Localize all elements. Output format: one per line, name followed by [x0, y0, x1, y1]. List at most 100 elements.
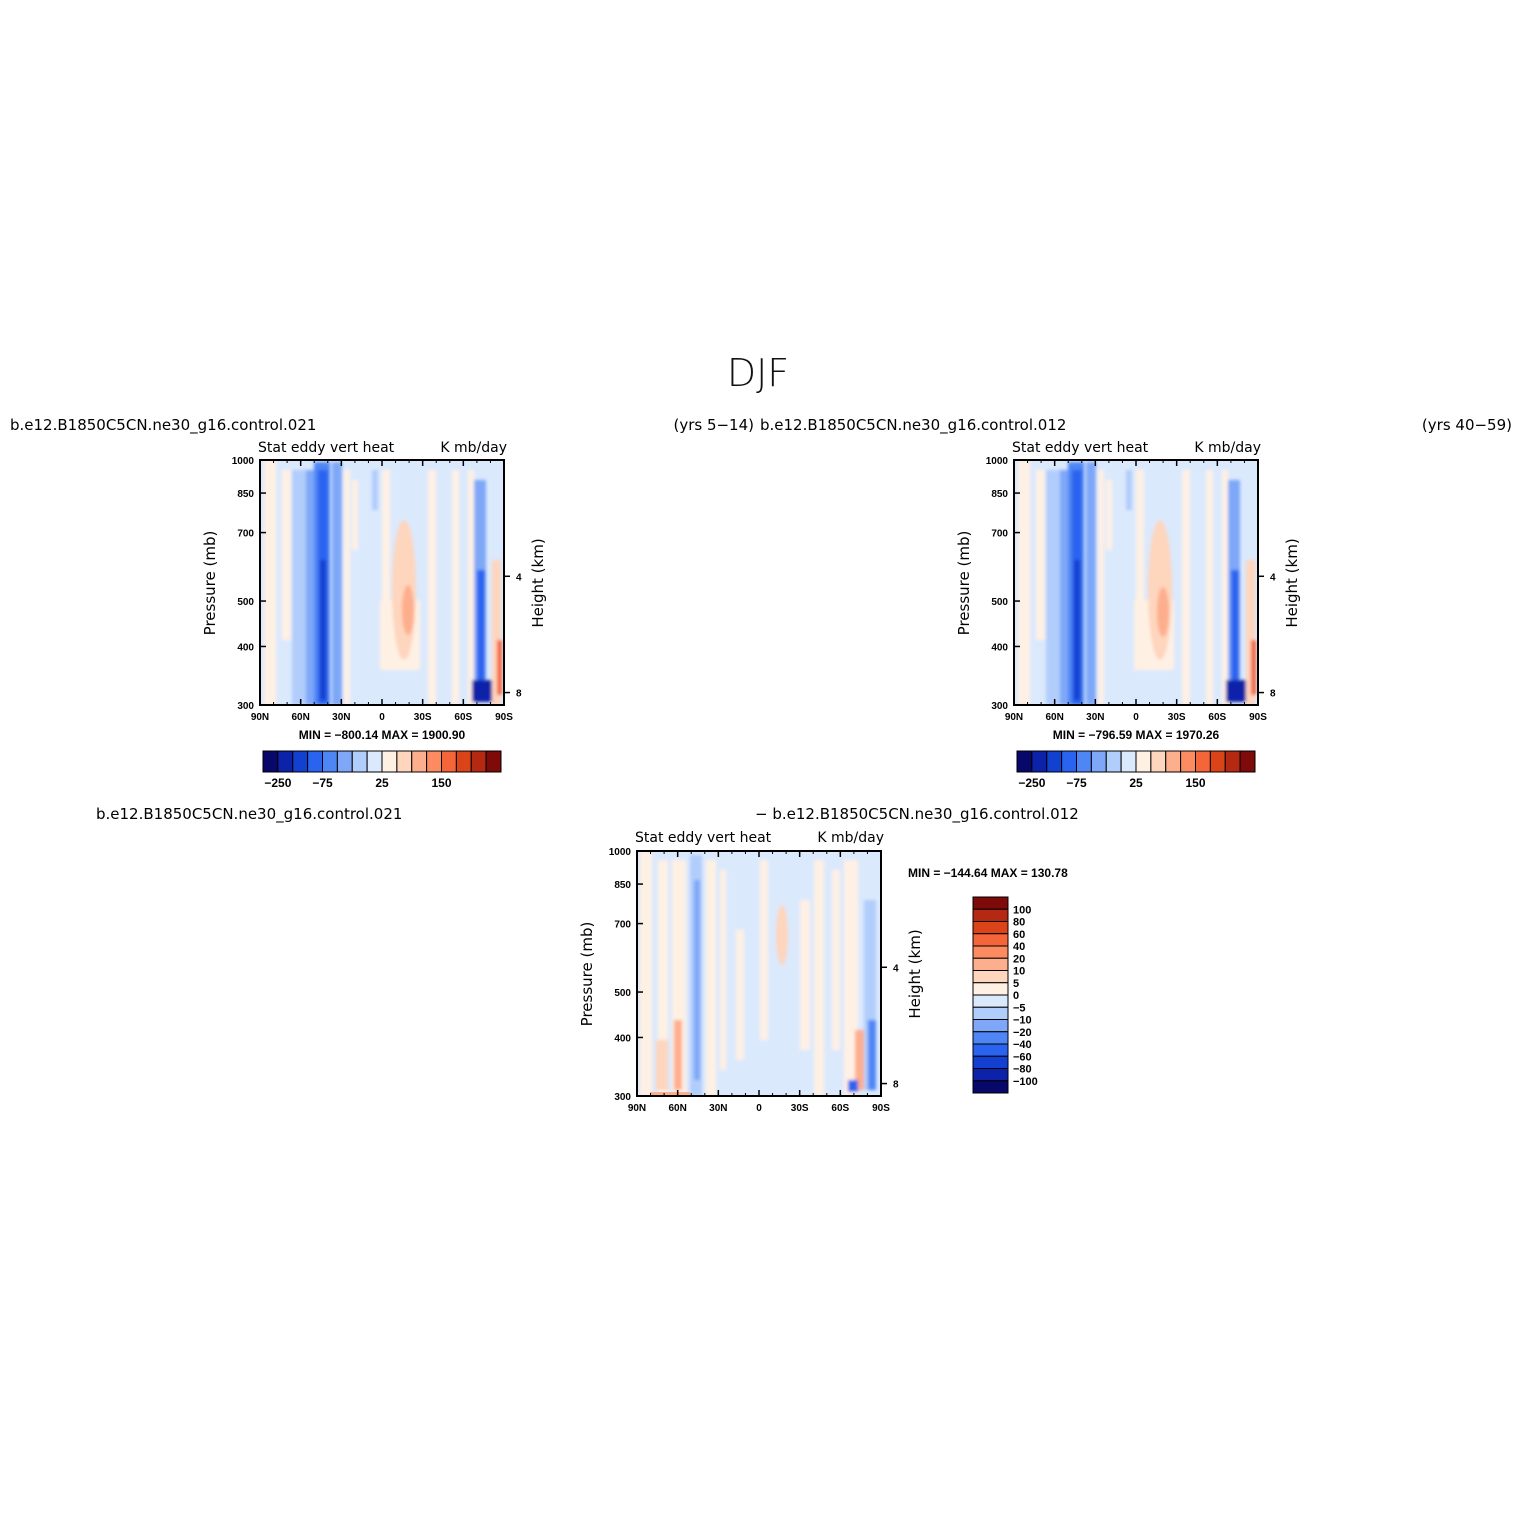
panel-c-x-tick-label: 0 [756, 1103, 762, 1114]
panel-a-y-tick-label: 850 [237, 489, 254, 500]
panel-c-case-a: b.e12.B1850C5CN.ne30_g16.control.021 [96, 805, 402, 824]
panel-b-colorbar-box [1135, 750, 1152, 773]
panel-c-x-tick-label: 30N [709, 1103, 727, 1114]
panel-c-colorbar-box [972, 957, 1009, 971]
panel-b-case-name: b.e12.B1850C5CN.ne30_g16.control.012 [760, 416, 1066, 435]
panel-c-colorbar-label: 40 [1013, 941, 1025, 953]
panel-b: Stat eddy vert heat K mb/day [955, 440, 1301, 790]
panel-c-colorbar-label: −60 [1013, 1051, 1032, 1063]
panel-c-ylabel-right: Height (km) [906, 929, 924, 1018]
panel-a-y-tick-label: 700 [237, 529, 254, 540]
panel-c-case-b: − b.e12.B1850C5CN.ne30_g16.control.012 [755, 805, 1079, 824]
panel-a-case-name: b.e12.B1850C5CN.ne30_g16.control.021 [10, 416, 316, 435]
panel-c-height-tick-label: 4 [893, 963, 899, 974]
panel-b-height-tick-label: 8 [1270, 689, 1276, 700]
panel-a-colorbar-label: 150 [431, 776, 451, 790]
panel-a-y-tick-label: 500 [237, 597, 254, 608]
panel-a-colorbar-box [292, 750, 309, 773]
panel-a-colorbar-box [455, 750, 472, 773]
panel-a-x-tick-label: 60S [454, 712, 472, 723]
panel-c-y-tick-label: 700 [614, 920, 631, 931]
panel-b-colorbar-box [1016, 750, 1033, 773]
panel-c-colorbar-label: −5 [1013, 1002, 1026, 1014]
panel-c-ylabel: Pressure (mb) [578, 922, 596, 1027]
panel-b-colorbar-box [1090, 750, 1107, 773]
panel-c-colorbar-label: −100 [1013, 1076, 1038, 1088]
panel-b-x-tick-label: 60N [1045, 712, 1063, 723]
panel-c-colorbar-label: −80 [1013, 1064, 1032, 1076]
panel-b-colorbar-box [1046, 750, 1063, 773]
panel-c-x-tick-label: 30S [791, 1103, 809, 1114]
panel-b-x-tick-label: 30N [1086, 712, 1104, 723]
panel-b-colorbar-box [1180, 750, 1196, 773]
panel-a-ylabel: Pressure (mb) [201, 531, 219, 636]
panel-b-colorbar-box [1061, 750, 1077, 773]
panel-a-colorbar-box [426, 750, 442, 773]
panel-c-colorbar-label: 0 [1013, 990, 1019, 1002]
panel-b-colorbar-box [1120, 750, 1137, 773]
panel-a-colorbar-box [381, 750, 398, 773]
panel-b-y-tick-label: 300 [991, 701, 1008, 712]
panel-b-colorbar-box [1105, 750, 1122, 773]
panel-c-x-tick-label: 60S [831, 1103, 849, 1114]
panel-b-y-tick-label: 850 [991, 489, 1008, 500]
panel-b-y-tick-label: 700 [991, 529, 1008, 540]
panel-c-y-tick-label: 1000 [609, 847, 632, 858]
panel-b-colorbar-box [1224, 750, 1241, 773]
panel-b-height-tick-label: 4 [1270, 572, 1276, 583]
panel-a-x-tick-label: 90N [251, 712, 269, 723]
panel-a-x-tick-label: 60N [291, 712, 309, 723]
panel-a-colorbar-box [411, 750, 428, 773]
panel-c-colorbar-box [972, 1068, 1009, 1082]
panel-a: Stat eddy vert heat K mb/day [201, 440, 547, 790]
panel-b-x-tick-label: 30S [1168, 712, 1186, 723]
panel-c-colorbar-box [972, 908, 1009, 922]
panel-c-height-tick-label: 8 [893, 1080, 899, 1091]
panel-b-field [1014, 460, 1258, 705]
panel-c-colorbar-label: 20 [1013, 953, 1025, 965]
panel-a-y-tick-label: 1000 [232, 456, 255, 467]
panel-a-colorbar-box [322, 750, 338, 773]
panel-b-colorbar-label: 25 [1129, 776, 1143, 790]
panel-c-colorbar-box [972, 896, 1009, 910]
panel-c-colorbar-box [972, 1080, 1009, 1094]
panel-a-colorbar-box [336, 750, 353, 773]
panel-c-colorbar-box [972, 933, 1009, 947]
panel-a-colorbar-label: 25 [375, 776, 389, 790]
panel-a-colorbar-box [262, 750, 279, 773]
panel-a-units-label: K mb/day [440, 440, 507, 456]
panel-a-y-tick-label: 400 [237, 642, 254, 653]
panel-c-y-tick-label: 400 [614, 1033, 631, 1044]
panel-b-colorbar-box [1076, 750, 1092, 773]
panel-c-colorbar-box [972, 994, 1009, 1008]
panel-a-colorbar-box [470, 750, 487, 773]
panel-c-x-tick-label: 60N [668, 1103, 686, 1114]
panel-c-y-tick-label: 850 [614, 880, 631, 891]
panel-a-height-tick-label: 8 [516, 689, 522, 700]
panel-c-field [637, 851, 881, 1096]
panel-b-colorbar-box [1209, 750, 1226, 773]
panel-c-colorbar-label: 80 [1013, 917, 1025, 929]
panel-c-colorbar-box [972, 1055, 1009, 1069]
panel-a-field [260, 460, 504, 705]
panel-a-x-tick-label: 0 [379, 712, 385, 723]
panel-c-colorbar-box [972, 1006, 1009, 1020]
panel-c-colorbar-label: 10 [1013, 966, 1025, 978]
panel-b-colorbar-box [1195, 750, 1211, 773]
panel-c-colorbar-box [972, 921, 1009, 935]
panel-a-x-tick-label: 30S [414, 712, 432, 723]
panel-c-colorbar-box [972, 945, 1009, 959]
panel-b-units-label: K mb/day [1194, 440, 1261, 456]
panel-a-years: (yrs 5−14) [673, 416, 754, 434]
panel-a-variable-label: Stat eddy vert heat [258, 440, 395, 456]
panel-b-colorbar-box [1031, 750, 1048, 773]
panel-c-colorbar-label: −10 [1013, 1015, 1032, 1027]
panel-a-colorbar-label: −75 [312, 776, 333, 790]
panel-a-colorbar-box [307, 750, 323, 773]
panel-b-colorbar-box [1239, 750, 1256, 773]
panel-c-units-label: K mb/day [817, 830, 884, 846]
panel-a-height-tick-label: 4 [516, 572, 522, 583]
panel-b-x-tick-label: 60S [1208, 712, 1226, 723]
panel-c-x-tick-label: 90S [872, 1103, 890, 1114]
panel-b-ylabel-right: Height (km) [1283, 538, 1301, 627]
